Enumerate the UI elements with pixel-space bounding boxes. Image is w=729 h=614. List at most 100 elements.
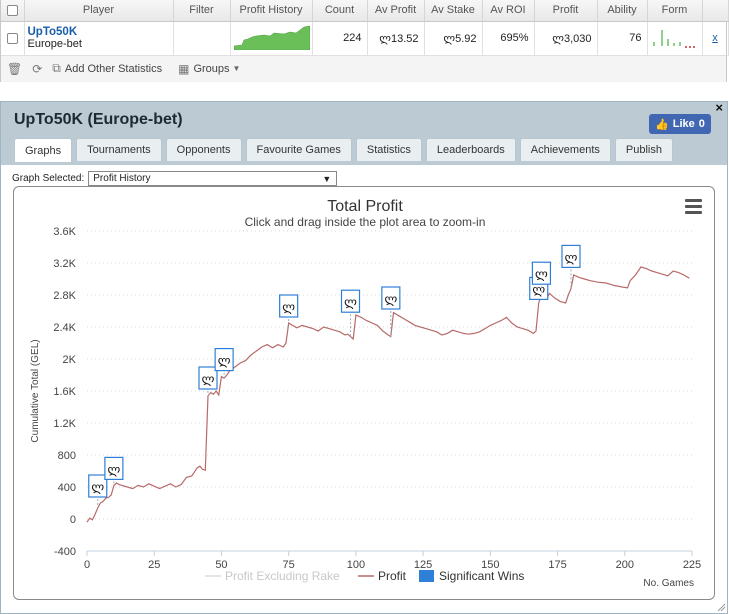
tab-statistics[interactable]: Statistics [355, 138, 422, 161]
tab-favourite-games[interactable]: Favourite Games [245, 138, 352, 161]
significant-win-flag-label: ლ [202, 372, 215, 386]
groups-button[interactable]: ▦ Groups ▼ [178, 62, 240, 76]
y-tick-label: 800 [58, 450, 76, 462]
significant-win-flag [561, 244, 581, 269]
col-header-ability[interactable]: Ability [597, 0, 648, 22]
trash-icon[interactable]: 🗑 [7, 61, 23, 76]
significant-win-flag-label: ლ [532, 282, 545, 296]
chart-title: Total Profit [327, 198, 403, 215]
tab-tournaments[interactable]: Tournaments [76, 138, 162, 161]
panel-title: UpTo50K (Europe-bet) [14, 111, 183, 128]
x-tick-label: 75 [283, 559, 295, 571]
legend-symbol-significant-wins [419, 570, 434, 582]
profit-series-line [86, 266, 690, 523]
table-row[interactable]: UpTo50K Europe-bet 224 ლ13.52 ლ5.92 695%… [1, 21, 729, 56]
significant-win-flag [279, 294, 299, 318]
remove-row-link[interactable]: x [712, 32, 718, 44]
x-tick-label: 225 [683, 559, 701, 571]
col-header-av-stake[interactable]: Av Stake [424, 0, 483, 22]
player-name[interactable]: UpTo50K [27, 26, 78, 38]
y-tick-label: 2.8K [53, 290, 76, 302]
chart-subtitle: Click and drag inside the plot area to z… [245, 215, 486, 229]
significant-win-flag [381, 286, 401, 310]
player-site: Europe-bet [27, 38, 82, 50]
close-panel-button[interactable]: × [715, 100, 723, 115]
row-checkbox[interactable] [6, 32, 18, 44]
x-tick-label: 125 [414, 559, 432, 571]
col-header-av-roi[interactable]: Av ROI [482, 0, 535, 22]
y-tick-label: 0 [70, 514, 76, 526]
player-cell[interactable]: UpTo50K Europe-bet [24, 21, 174, 56]
remove-cell[interactable]: x [702, 21, 729, 56]
significant-win-flag [104, 456, 124, 480]
grid-icon: ▦ [178, 61, 190, 76]
tab-leaderboards[interactable]: Leaderboards [425, 138, 516, 161]
select-all-header[interactable] [1, 0, 25, 22]
significant-win-flag-label: ლ [107, 462, 120, 476]
row-select[interactable] [1, 21, 25, 56]
filter-cell[interactable] [173, 21, 231, 56]
like-label: Like [672, 118, 695, 130]
refresh-icon[interactable]: ⟳ [32, 61, 43, 76]
profit-history-cell[interactable] [230, 21, 313, 56]
y-tick-label: 1.2K [53, 418, 76, 430]
y-tick-label: 3.6K [53, 226, 76, 238]
grid-toolbar: 🗑 ⟳ ⧉ Add Other Statistics ▦ Groups ▼ [1, 55, 726, 82]
y-tick-label: -400 [54, 546, 76, 558]
tab-graphs[interactable]: Graphs [14, 138, 73, 162]
significant-win-flag [198, 366, 218, 390]
x-tick-label: 150 [481, 559, 499, 571]
legend-label-excl-rake: Profit Excluding Rake [225, 569, 340, 583]
y-tick-label: 3.2K [53, 258, 76, 270]
x-tick-label: 50 [215, 559, 227, 571]
y-tick-label: 1.6K [53, 386, 76, 398]
form-cell [647, 21, 703, 56]
col-header-profit-history[interactable]: Profit History [230, 0, 313, 22]
col-header-profit[interactable]: Profit [534, 0, 598, 22]
x-tick-label: 0 [84, 559, 90, 571]
chevron-down-icon: ▼ [232, 64, 241, 73]
col-header-filter[interactable]: Filter [173, 0, 231, 22]
dropdown-arrow-icon: ▼ [322, 173, 332, 184]
chart-container[interactable]: Total Profit Click and drag inside the pl… [13, 186, 715, 600]
profit-history-sparkline [233, 25, 310, 50]
chart-menu-icon[interactable] [685, 199, 702, 217]
graph-select-dropdown[interactable]: Profit History ▼ [88, 171, 338, 186]
col-header-blank [702, 0, 729, 22]
table-header-row: Player Filter Profit History Count Av Pr… [1, 0, 729, 22]
col-header-av-profit[interactable]: Av Profit [367, 0, 425, 22]
tab-publish[interactable]: Publish [614, 138, 673, 161]
facebook-like-button[interactable]: 👍 Like 0 [649, 114, 711, 134]
significant-win-flag-label: ლ [218, 354, 231, 368]
av-stake-cell: ლ5.92 [424, 21, 483, 56]
col-header-player[interactable]: Player [24, 0, 174, 22]
significant-win-flag-label: ლ [535, 267, 548, 281]
x-tick-label: 25 [148, 559, 160, 571]
av-roi-cell: 695% [482, 21, 535, 56]
y-tick-label: 400 [58, 482, 76, 494]
tab-opponents[interactable]: Opponents [165, 138, 242, 161]
col-header-count[interactable]: Count [312, 0, 368, 22]
player-grid: Player Filter Profit History Count Av Pr… [0, 0, 729, 82]
form-chart [652, 29, 695, 48]
like-count: 0 [698, 118, 705, 130]
y-tick-label: 2.4K [53, 322, 76, 334]
profit-cell: ლ3,030 [534, 21, 598, 56]
graph-selected-label: Graph Selected: [12, 173, 85, 184]
resize-grip-icon[interactable] [717, 603, 726, 612]
count-cell: 224 [312, 21, 368, 56]
significant-win-flag-label: ლ [344, 295, 357, 309]
significant-win-flag-label: ლ [565, 250, 578, 264]
thumbs-up-icon: 👍 [655, 118, 669, 131]
select-all-checkbox[interactable] [6, 4, 18, 16]
x-tick-label: 200 [616, 559, 634, 571]
external-link-icon: ⧉ [52, 61, 61, 75]
legend-label-profit: Profit [378, 569, 407, 583]
tab-achievements[interactable]: Achievements [519, 138, 611, 161]
x-tick-label: 175 [548, 559, 566, 571]
graph-select-value: Profit History [93, 173, 151, 184]
ability-cell: 76 [597, 21, 648, 56]
add-other-statistics-button[interactable]: ⧉ Add Other Statistics [52, 61, 162, 76]
col-header-form[interactable]: Form [647, 0, 703, 22]
